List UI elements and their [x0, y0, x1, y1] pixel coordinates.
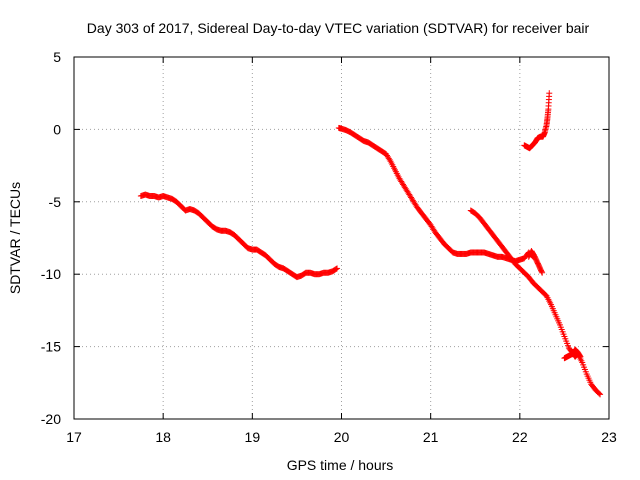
y-tick-label: -5	[49, 194, 62, 210]
data-point	[576, 352, 583, 359]
y-tick-label: 5	[53, 49, 61, 65]
x-tick-label: 20	[334, 429, 350, 445]
y-tick-label: -20	[41, 411, 61, 427]
data-point	[333, 265, 340, 272]
data-point	[577, 353, 584, 360]
x-tick-label: 19	[245, 429, 261, 445]
data-point	[597, 391, 604, 398]
y-tick-label: -10	[41, 266, 61, 282]
data-point	[546, 90, 553, 97]
data-point	[386, 156, 393, 163]
y-tick-label: 0	[53, 121, 61, 137]
data-point	[539, 269, 546, 276]
axis-ticks: 17 18 19 20 21 22 23 -20 -15 -10 -5 0 5	[41, 49, 617, 445]
data-points	[137, 90, 604, 398]
x-tick-label: 21	[423, 429, 439, 445]
y-axis-label: SDTVAR / TECUs	[7, 182, 23, 294]
data-point	[538, 268, 545, 275]
x-tick-label: 18	[155, 429, 171, 445]
x-tick-label: 22	[512, 429, 528, 445]
plot-frame	[73, 56, 610, 420]
x-tick-label: 17	[66, 429, 82, 445]
data-point	[596, 390, 603, 397]
x-axis-label: GPS time / hours	[287, 457, 394, 473]
chart-title: Day 303 of 2017, Sidereal Day-to-day VTE…	[87, 20, 590, 36]
x-tick-label: 23	[601, 429, 617, 445]
y-tick-label: -15	[41, 339, 61, 355]
grid	[74, 57, 609, 419]
data-point	[334, 265, 341, 272]
